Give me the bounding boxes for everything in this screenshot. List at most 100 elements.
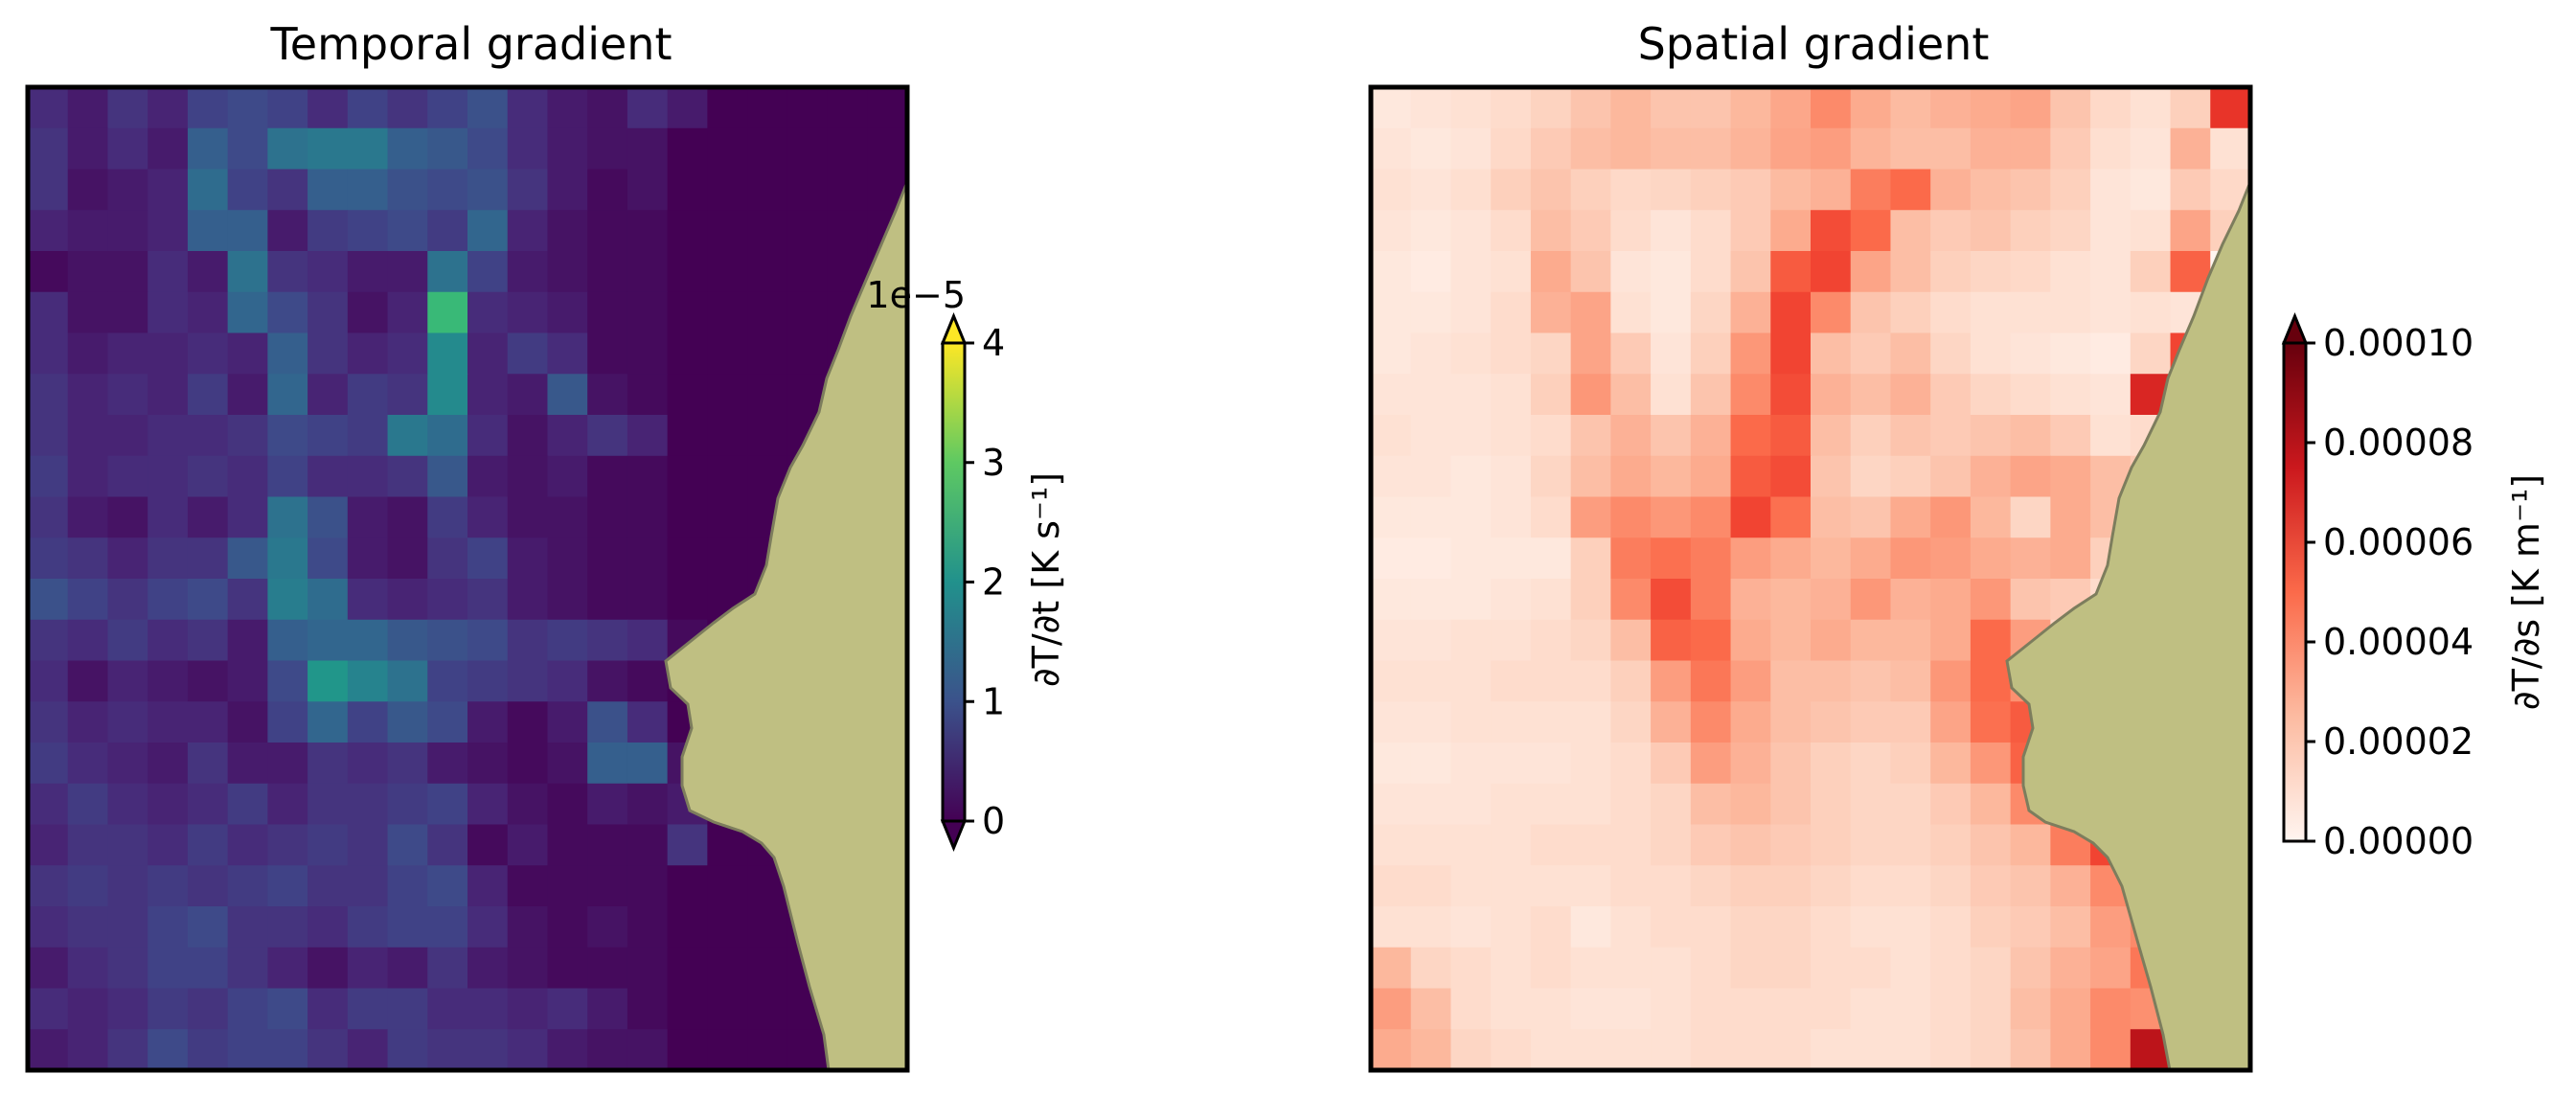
heatmap-cell — [2210, 87, 2251, 129]
heatmap-cell — [308, 783, 349, 826]
heatmap-cell — [2010, 865, 2051, 907]
heatmap-cell — [1651, 291, 1692, 334]
heatmap-cell — [1930, 865, 1972, 907]
heatmap-cell — [1491, 947, 1532, 990]
heatmap-cell — [148, 496, 189, 538]
heatmap-cell — [1930, 579, 1972, 621]
heatmap-cell — [1570, 988, 1611, 1030]
heatmap-cell — [2010, 1029, 2051, 1071]
heatmap-cell — [227, 127, 268, 171]
heatmap-cell — [227, 660, 268, 702]
heatmap-cell — [1850, 169, 1892, 211]
heatmap-cell — [2050, 947, 2091, 990]
heatmap-cell — [1450, 947, 1492, 990]
colorbar-tick-label: 0 — [982, 800, 1005, 842]
heatmap-cell — [1410, 169, 1452, 211]
heatmap-cell — [28, 332, 69, 375]
heatmap-cell — [347, 87, 389, 129]
heatmap-cell — [507, 743, 549, 785]
heatmap-cell — [1690, 455, 1732, 498]
heatmap-cell — [627, 619, 669, 662]
heatmap-cell — [827, 210, 868, 252]
heatmap-cell — [1730, 374, 1771, 416]
heatmap-cell — [1610, 906, 1652, 948]
heatmap-cell — [1890, 374, 1931, 416]
heatmap-cell — [707, 1029, 748, 1071]
heatmap-cell — [587, 496, 628, 538]
heatmap-cell — [1530, 127, 1572, 171]
heatmap-cell — [707, 537, 748, 580]
heatmap-cell — [1770, 537, 1812, 580]
heatmap-cell — [427, 374, 468, 416]
heatmap-cell — [707, 455, 748, 498]
heatmap-cell — [1410, 579, 1452, 621]
heatmap-cell — [387, 455, 428, 498]
heatmap-cell — [587, 251, 628, 293]
heatmap-cell — [1491, 906, 1532, 948]
heatmap-cell — [1410, 865, 1452, 907]
heatmap-cell — [1371, 579, 1412, 621]
heatmap-cell — [1811, 537, 1852, 580]
heatmap-cell — [1690, 251, 1732, 293]
heatmap-cell — [1651, 579, 1692, 621]
heatmap-cell — [547, 374, 588, 416]
heatmap-cell — [1410, 291, 1452, 334]
heatmap-cell — [308, 291, 349, 334]
heatmap-cell — [1570, 496, 1611, 538]
heatmap-cell — [28, 496, 69, 538]
heatmap-cell — [28, 127, 69, 171]
heatmap-cell — [1450, 743, 1492, 785]
heatmap-cell — [2090, 251, 2131, 293]
colorbar-tick-label: 0.00006 — [2323, 521, 2473, 563]
heatmap-cell — [1850, 210, 1892, 252]
heatmap-cell — [1730, 415, 1771, 457]
heatmap-cell — [1811, 127, 1852, 171]
heatmap-cell — [1450, 251, 1492, 293]
heatmap-cell — [1570, 251, 1611, 293]
heatmap-cell — [1530, 291, 1572, 334]
heatmap-cell — [467, 906, 509, 948]
heatmap-cell — [667, 865, 708, 907]
temporal-colorbar-extend-max — [940, 312, 968, 345]
heatmap-cell — [1970, 988, 2012, 1030]
heatmap-cell — [1811, 701, 1852, 743]
heatmap-cell — [667, 496, 708, 538]
heatmap-cell — [1690, 210, 1732, 252]
heatmap-cell — [1850, 743, 1892, 785]
heatmap-cell — [707, 906, 748, 948]
heatmap-cell — [2010, 415, 2051, 457]
heatmap-cell — [1610, 619, 1652, 662]
heatmap-cell — [1450, 824, 1492, 866]
heatmap-cell — [387, 824, 428, 866]
heatmap-cell — [1491, 251, 1532, 293]
heatmap-cell — [148, 701, 189, 743]
heatmap-cell — [267, 455, 308, 498]
heatmap-cell — [1811, 291, 1852, 334]
heatmap-cell — [1610, 496, 1652, 538]
heatmap-cell — [1570, 87, 1611, 129]
heatmap-cell — [667, 947, 708, 990]
heatmap-cell — [387, 251, 428, 293]
heatmap-cell — [2170, 169, 2211, 211]
heatmap-cell — [747, 374, 788, 416]
heatmap-cell — [507, 701, 549, 743]
heatmap-cell — [627, 906, 669, 948]
heatmap-cell — [1450, 415, 1492, 457]
heatmap-cell — [587, 783, 628, 826]
heatmap-cell — [347, 824, 389, 866]
heatmap-cell — [1570, 906, 1611, 948]
heatmap-cell — [67, 988, 109, 1030]
heatmap-cell — [148, 87, 189, 129]
heatmap-cell — [28, 415, 69, 457]
heatmap-cell — [707, 251, 748, 293]
heatmap-cell — [187, 743, 229, 785]
heatmap-cell — [67, 415, 109, 457]
heatmap-cell — [308, 947, 349, 990]
heatmap-cell — [227, 210, 268, 252]
heatmap-cell — [267, 660, 308, 702]
heatmap-cell — [1651, 906, 1692, 948]
heatmap-cell — [387, 1029, 428, 1071]
heatmap-cell — [1811, 1029, 1852, 1071]
heatmap-cell — [1970, 415, 2012, 457]
heatmap-cell — [1730, 251, 1771, 293]
